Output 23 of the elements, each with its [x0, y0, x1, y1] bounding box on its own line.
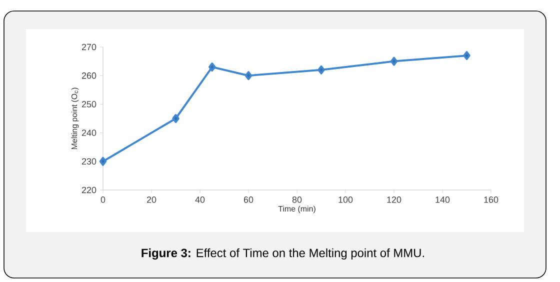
- x-tick-label: 160: [484, 196, 498, 203]
- x-tick-label: 60: [244, 196, 254, 203]
- x-tick-label: 80: [292, 196, 302, 203]
- x-tick-label: 20: [146, 196, 156, 203]
- point: [172, 114, 180, 123]
- y-tick-label: 250: [82, 101, 96, 108]
- point: [318, 65, 325, 74]
- y-tick-label: 270: [82, 44, 96, 50]
- point: [244, 71, 252, 80]
- point: [208, 62, 216, 72]
- y-tick-label: 240: [82, 130, 96, 136]
- x-tick-label: 0: [100, 196, 106, 203]
- y-tick-label: 220: [82, 186, 96, 194]
- point: [463, 51, 470, 60]
- x-tick-label: 140: [436, 196, 450, 203]
- y-tick-label: 230: [82, 158, 96, 165]
- x-tick-label: 40: [195, 196, 205, 203]
- y-tick-label: 260: [82, 72, 96, 79]
- point: [390, 56, 398, 66]
- x-tick-label: 100: [338, 196, 353, 203]
- text: Figure 3: Effect of Time on the Melting point of MMU.: [142, 248, 424, 260]
- point: [99, 156, 107, 166]
- x-tick-label: 120: [387, 196, 402, 203]
